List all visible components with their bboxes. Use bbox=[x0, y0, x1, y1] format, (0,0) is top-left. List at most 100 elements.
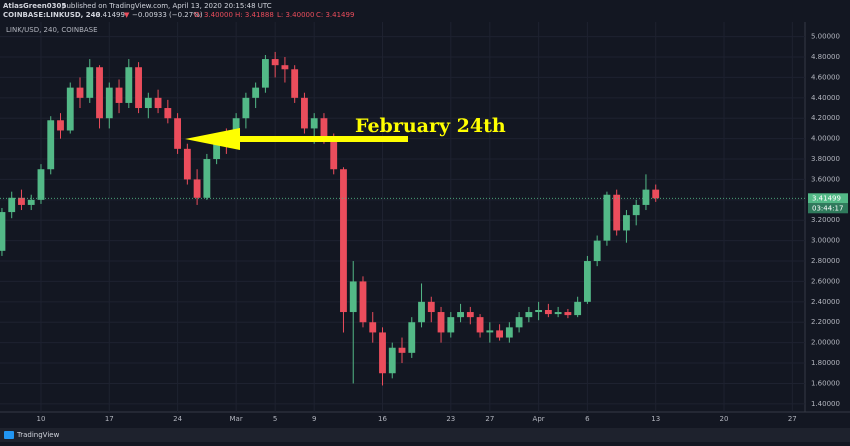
candle-body bbox=[379, 332, 386, 374]
y-tick-label: 2.00000 bbox=[811, 339, 840, 347]
candle-body bbox=[27, 199, 35, 205]
candle-body bbox=[418, 301, 425, 323]
footer-brand: TradingView bbox=[16, 431, 60, 439]
y-tick-label: 3.00000 bbox=[811, 237, 840, 245]
y-tick-label: 4.80000 bbox=[811, 53, 840, 61]
candle-body bbox=[174, 118, 182, 149]
last-price: 3.41499 bbox=[96, 11, 125, 19]
countdown: 03:44:17 bbox=[812, 204, 843, 212]
countdown-tag bbox=[808, 203, 848, 214]
candle-body bbox=[525, 312, 533, 318]
x-tick-label: 24 bbox=[173, 415, 182, 423]
x-tick-label: 27 bbox=[788, 415, 797, 423]
y-tick-label: 5.00000 bbox=[811, 33, 840, 41]
candle-body bbox=[164, 108, 172, 119]
candle-body bbox=[18, 197, 25, 205]
y-tick-label: 4.40000 bbox=[811, 94, 840, 102]
candle-body bbox=[154, 97, 162, 109]
candle-body bbox=[603, 194, 611, 241]
candle-body bbox=[271, 59, 279, 66]
candle-body bbox=[642, 189, 650, 205]
candle-body bbox=[466, 312, 474, 318]
candle-body bbox=[388, 347, 396, 374]
candle-body bbox=[96, 67, 103, 119]
direction: ▼ bbox=[124, 11, 130, 19]
candle-body bbox=[447, 317, 455, 333]
candle-body bbox=[66, 87, 74, 131]
x-tick-label: 9 bbox=[312, 415, 316, 423]
candle-body bbox=[135, 67, 142, 109]
candle-body bbox=[47, 120, 55, 170]
change: −0.00933 (−0.27%) bbox=[132, 11, 203, 19]
candle-body bbox=[496, 330, 504, 338]
candle-body bbox=[203, 159, 211, 198]
candle-body bbox=[330, 138, 338, 170]
candle-body bbox=[554, 312, 562, 315]
candle-body bbox=[242, 97, 250, 119]
candle-body bbox=[301, 97, 308, 129]
x-tick-label: 27 bbox=[485, 415, 494, 423]
x-tick-label: 5 bbox=[273, 415, 277, 423]
candle-body bbox=[193, 179, 201, 198]
candle-body bbox=[408, 322, 416, 353]
x-tick-label: 6 bbox=[585, 415, 590, 423]
candle-body bbox=[505, 327, 513, 338]
candle-body bbox=[564, 312, 572, 316]
candle-body bbox=[105, 87, 113, 119]
footer-logo bbox=[4, 431, 14, 439]
y-tick-label: 2.80000 bbox=[811, 257, 840, 265]
x-tick-label: 16 bbox=[378, 415, 387, 423]
candle-body bbox=[57, 120, 64, 131]
candle-body bbox=[144, 97, 152, 109]
footer-bar bbox=[0, 428, 850, 442]
candle-body bbox=[86, 67, 94, 98]
annotation-arrow bbox=[185, 128, 408, 150]
x-tick-label: Mar bbox=[230, 415, 243, 423]
candle-body bbox=[281, 65, 289, 70]
y-tick-label: 4.60000 bbox=[811, 73, 840, 81]
close: C: 3.41499 bbox=[316, 11, 354, 19]
y-tick-label: 2.40000 bbox=[811, 298, 840, 306]
x-tick-label: Apr bbox=[533, 415, 545, 423]
candle-body bbox=[213, 138, 221, 160]
y-tick-label: 3.80000 bbox=[811, 155, 840, 163]
high: H: 3.41888 bbox=[235, 11, 274, 19]
candle-body bbox=[574, 301, 582, 316]
candle-body bbox=[515, 317, 523, 328]
x-tick-label: 17 bbox=[105, 415, 114, 423]
x-tick-label: 13 bbox=[651, 415, 660, 423]
candle-body bbox=[37, 169, 45, 200]
candle-body bbox=[261, 59, 269, 88]
x-tick-label: 10 bbox=[37, 415, 46, 423]
candle-body bbox=[183, 148, 191, 180]
axes: 1.40000 1.60000 1.80000 2.00000 2.20000 2.400… bbox=[37, 33, 848, 423]
candle-body bbox=[476, 317, 484, 333]
last-price-tag bbox=[808, 193, 848, 204]
x-tick-label: 20 bbox=[720, 415, 729, 423]
candle-body bbox=[340, 169, 347, 313]
candles bbox=[0, 51, 805, 386]
candle-body bbox=[291, 69, 299, 98]
grid bbox=[0, 22, 805, 412]
x-tick-label: 23 bbox=[446, 415, 455, 423]
candle-body bbox=[349, 281, 357, 313]
candle-body bbox=[125, 67, 133, 103]
candle-body bbox=[8, 197, 16, 213]
candle-body bbox=[427, 301, 435, 313]
candle-body bbox=[320, 118, 328, 139]
author: AtlasGreen0305 bbox=[3, 2, 66, 10]
y-tick-label: 1.60000 bbox=[811, 379, 840, 387]
open: O: 3.40000 bbox=[194, 11, 233, 19]
y-tick-label: 2.20000 bbox=[811, 318, 840, 326]
candle-body bbox=[398, 347, 406, 353]
candle-body bbox=[252, 87, 260, 98]
published: published on TradingView.com, April 13, … bbox=[62, 2, 272, 10]
y-tick-label: 2.60000 bbox=[811, 277, 840, 285]
y-tick-label: 4.00000 bbox=[811, 135, 840, 143]
y-tick-label: 3.60000 bbox=[811, 175, 840, 183]
candle-body bbox=[0, 212, 6, 251]
y-tick-label: 1.80000 bbox=[811, 359, 840, 367]
